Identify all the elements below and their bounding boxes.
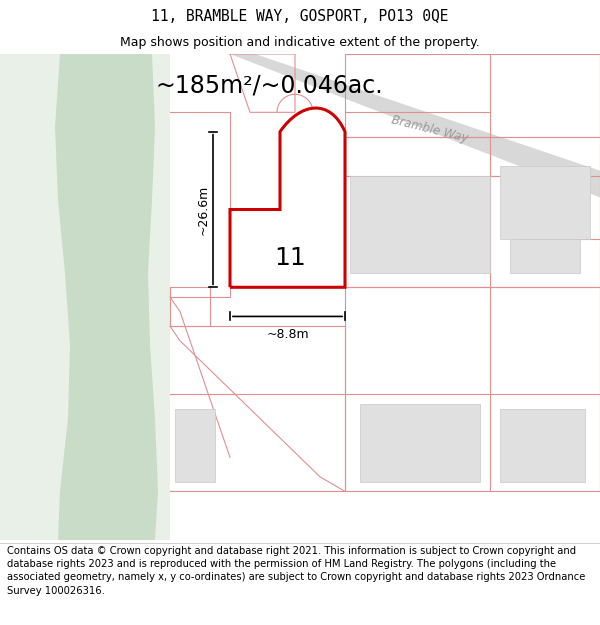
- Text: 11: 11: [274, 246, 306, 270]
- Polygon shape: [500, 409, 585, 482]
- Polygon shape: [175, 409, 215, 482]
- Polygon shape: [230, 54, 600, 198]
- PathPatch shape: [230, 108, 345, 288]
- Polygon shape: [500, 166, 590, 239]
- Text: ~8.8m: ~8.8m: [266, 328, 309, 341]
- Text: ~185m²/~0.046ac.: ~185m²/~0.046ac.: [155, 74, 383, 98]
- Polygon shape: [350, 176, 490, 272]
- Text: Contains OS data © Crown copyright and database right 2021. This information is : Contains OS data © Crown copyright and d…: [7, 546, 586, 596]
- Polygon shape: [0, 54, 170, 540]
- Polygon shape: [360, 404, 480, 482]
- Polygon shape: [242, 214, 340, 282]
- Text: ~26.6m: ~26.6m: [197, 184, 209, 234]
- Text: Map shows position and indicative extent of the property.: Map shows position and indicative extent…: [120, 36, 480, 49]
- Polygon shape: [510, 239, 580, 272]
- Text: Bramble Way: Bramble Way: [390, 114, 470, 145]
- Polygon shape: [55, 54, 158, 540]
- Text: 11, BRAMBLE WAY, GOSPORT, PO13 0QE: 11, BRAMBLE WAY, GOSPORT, PO13 0QE: [151, 9, 449, 24]
